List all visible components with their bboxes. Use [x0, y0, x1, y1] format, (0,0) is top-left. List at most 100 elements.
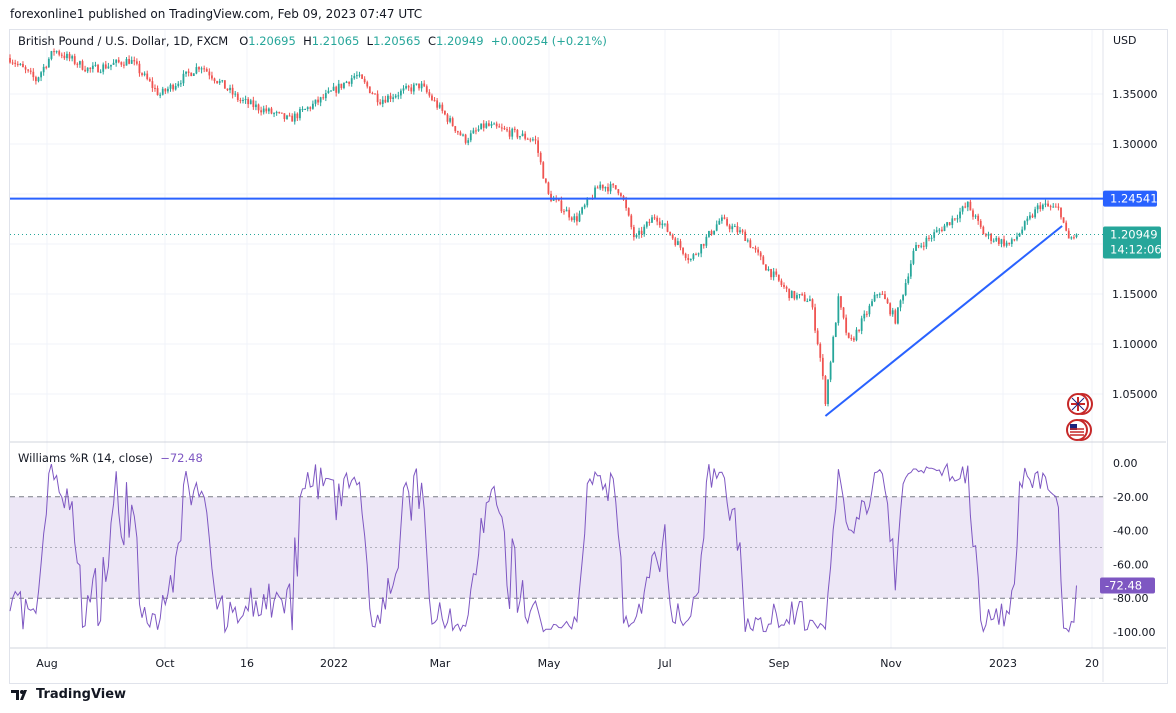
- last-price-tag: [1103, 226, 1161, 259]
- candle-body: [55, 51, 58, 53]
- close-label: C: [427, 34, 436, 48]
- last-price: 1.20949: [1110, 228, 1158, 242]
- candle-body: [915, 245, 917, 251]
- candle-body: [223, 80, 226, 89]
- candle-body: [130, 60, 133, 64]
- candle-body: [749, 240, 752, 248]
- candle-body: [783, 284, 785, 287]
- candle-body: [865, 313, 868, 315]
- candle-body: [311, 103, 314, 109]
- candle-body: [1073, 237, 1075, 239]
- candle-body: [94, 64, 97, 66]
- candle-body: [412, 84, 415, 92]
- candle-body: [495, 123, 498, 127]
- candle-body: [47, 58, 50, 68]
- williams-y-tick: -40.00: [1113, 525, 1148, 538]
- candle-body: [1039, 205, 1042, 209]
- candle-body: [990, 233, 992, 241]
- candle-body: [1052, 206, 1055, 208]
- candle-body: [907, 276, 910, 284]
- candle-body: [415, 83, 418, 85]
- candle-body: [739, 230, 741, 233]
- indicator-legend: Williams %R (14, close) −72.48: [18, 451, 203, 465]
- candle-body: [886, 299, 889, 304]
- candle-body: [376, 93, 379, 103]
- symbol-name[interactable]: British Pound / U.S. Dollar, 1D, FXCM: [18, 34, 229, 48]
- gb-diag: [1071, 397, 1085, 411]
- candle-body: [299, 109, 301, 119]
- y-tick-label: 1.30000: [1112, 138, 1158, 151]
- candle-body: [601, 184, 604, 189]
- candle-body: [1003, 239, 1005, 246]
- candle-body: [345, 81, 348, 83]
- indicator-name[interactable]: Williams %R (14, close): [18, 451, 153, 465]
- candle-body: [840, 296, 842, 308]
- candle-body: [198, 67, 200, 70]
- candle-body: [249, 100, 252, 105]
- candle-body: [972, 210, 974, 217]
- candle-body: [154, 87, 156, 89]
- candle-body: [73, 56, 76, 64]
- candle-body: [842, 307, 845, 318]
- williams-value: -72.48: [1105, 578, 1142, 592]
- candle-body: [645, 221, 648, 227]
- candle-body: [141, 73, 143, 75]
- candle-body: [319, 97, 322, 103]
- candle-body: [317, 99, 319, 103]
- candle-body: [632, 227, 635, 238]
- candle-body: [462, 134, 464, 136]
- candle-body: [532, 139, 534, 141]
- candle-body: [519, 136, 521, 138]
- candle-body: [834, 322, 837, 337]
- candle-body: [876, 294, 879, 296]
- candle-body: [410, 87, 413, 92]
- candle-body: [89, 67, 92, 69]
- candle-body: [1026, 218, 1029, 222]
- candle-body: [992, 240, 995, 242]
- candle-body: [596, 187, 599, 189]
- candle-body: [1060, 207, 1062, 218]
- candle-body: [884, 294, 886, 300]
- candle-body: [904, 283, 907, 296]
- candle-body: [1005, 242, 1008, 246]
- x-tick-label: 20: [1085, 657, 1099, 670]
- candle-body: [521, 133, 524, 137]
- candle-body: [330, 90, 332, 92]
- candle-body: [594, 187, 596, 199]
- candle-body: [684, 253, 687, 258]
- trendline: [824, 225, 1063, 417]
- candle-body: [715, 224, 718, 231]
- candle-body: [24, 67, 27, 70]
- x-tick-label: Nov: [880, 657, 902, 670]
- candle-body: [573, 216, 576, 221]
- candle-body: [1023, 221, 1026, 230]
- williams-y-tick: -100.00: [1113, 626, 1155, 639]
- candle-body: [402, 88, 405, 91]
- williams-value-tag: [1100, 577, 1155, 594]
- candle-body: [816, 330, 819, 345]
- candle-body: [337, 83, 340, 93]
- footer-brand[interactable]: TradingView: [10, 687, 126, 702]
- williams-y-tick: -80.00: [1113, 592, 1148, 605]
- candle-body: [537, 140, 539, 153]
- candle-body: [185, 71, 187, 74]
- candle-body: [961, 206, 964, 212]
- candle-body: [273, 113, 275, 115]
- candle-body: [863, 313, 866, 319]
- candle-body: [943, 225, 946, 232]
- candle-body: [728, 225, 731, 230]
- candle-body: [1031, 215, 1034, 218]
- candle-body: [687, 257, 690, 260]
- candle-body: [332, 86, 335, 91]
- candle-body: [544, 178, 547, 183]
- candle-body: [785, 286, 788, 289]
- candle-body: [661, 223, 664, 226]
- candle-body: [498, 126, 501, 128]
- candle-body: [824, 376, 827, 405]
- candle-body: [935, 230, 938, 233]
- candle-body: [630, 215, 633, 228]
- high-value: 1.21065: [311, 34, 360, 48]
- candle-body: [42, 66, 45, 73]
- candle-body: [617, 189, 620, 194]
